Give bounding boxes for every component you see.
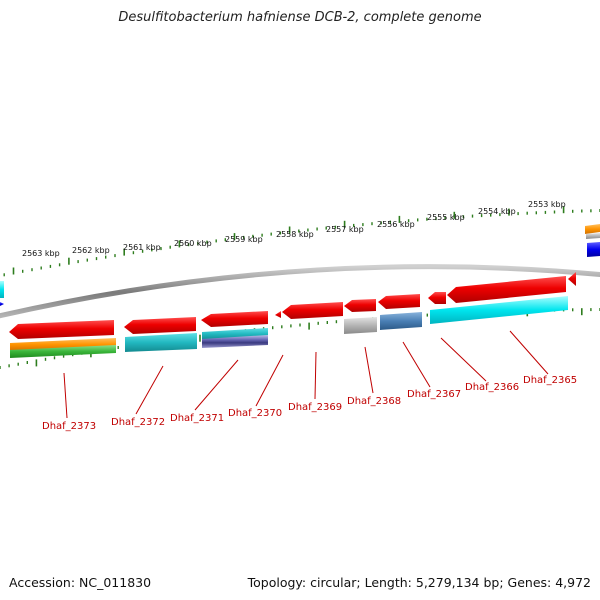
gene-label: Dhaf_2371 xyxy=(170,413,224,424)
genome-backbone xyxy=(0,264,600,319)
callout-line xyxy=(440,337,487,382)
gene-label: Dhaf_2370 xyxy=(228,408,282,419)
callout-line xyxy=(63,372,68,419)
kbp-label: 2555 kbp xyxy=(427,213,465,222)
gene-arrow-dhaf-2372 xyxy=(124,317,196,334)
gene-label: Dhaf_2369 xyxy=(288,402,342,413)
kbp-labels: 2563 kbp 2562 kbp 2561 kbp 2560 kbp 2559 kbp… xyxy=(22,200,566,258)
gene-arrow-dhaf-2370 xyxy=(275,311,281,318)
map-title: Desulfitobacterium hafniense DCB-2, comp… xyxy=(118,10,482,25)
gene-arrow-dhaf-2367 xyxy=(378,294,420,309)
gene-label: Dhaf_2372 xyxy=(111,417,165,428)
kbp-label: 2563 kbp xyxy=(22,249,60,258)
gene-label: Dhaf_2365 xyxy=(523,375,577,386)
gene-label: Dhaf_2366 xyxy=(465,382,519,393)
callout-line xyxy=(135,365,164,415)
gene-arrow-dhaf-2371 xyxy=(201,311,268,327)
feature-tracks xyxy=(10,296,568,358)
callout-line xyxy=(194,359,239,411)
kbp-label: 2561 kbp xyxy=(123,243,161,252)
accession-text: Accession: NC_011830 xyxy=(9,575,152,590)
kbp-label: 2557 kbp xyxy=(326,225,364,234)
gene-arrows xyxy=(9,272,576,339)
kbp-label: 2554 kbp xyxy=(478,207,516,216)
kbp-label: 2560 kbp xyxy=(174,239,212,248)
callout-line xyxy=(364,346,374,394)
gene-arrow-dhaf-2365 xyxy=(447,276,566,303)
gene-label: Dhaf_2368 xyxy=(347,396,401,407)
kbp-label: 2553 kbp xyxy=(528,200,566,209)
gene-arrow-dhaf-2373 xyxy=(9,320,114,339)
gene-arrow-small-right xyxy=(568,272,576,286)
kbp-label: 2562 kbp xyxy=(72,246,110,255)
gene-callouts: Dhaf_2373 Dhaf_2372 Dhaf_2371 Dhaf_2370 Dhaf… xyxy=(42,330,577,432)
kbp-label: 2559 kbp xyxy=(225,235,263,244)
kbp-label: 2556 kbp xyxy=(377,220,415,229)
kbp-label: 2558 kbp xyxy=(276,230,314,239)
topology-text: Topology: circular; Length: 5,279,134 bp… xyxy=(247,575,591,590)
callout-line xyxy=(509,330,549,375)
callout-line xyxy=(314,351,317,400)
partial-tracks-right xyxy=(0,224,600,306)
callout-line xyxy=(402,341,431,388)
gene-arrow-dhaf-2366 xyxy=(428,292,446,304)
gene-label: Dhaf_2367 xyxy=(407,389,461,400)
gene-label: Dhaf_2373 xyxy=(42,421,96,432)
gene-arrow-dhaf-2369 xyxy=(282,302,343,319)
callout-line xyxy=(255,354,284,407)
gene-arrow-dhaf-2368 xyxy=(344,299,376,312)
outer-ruler xyxy=(3,206,600,277)
